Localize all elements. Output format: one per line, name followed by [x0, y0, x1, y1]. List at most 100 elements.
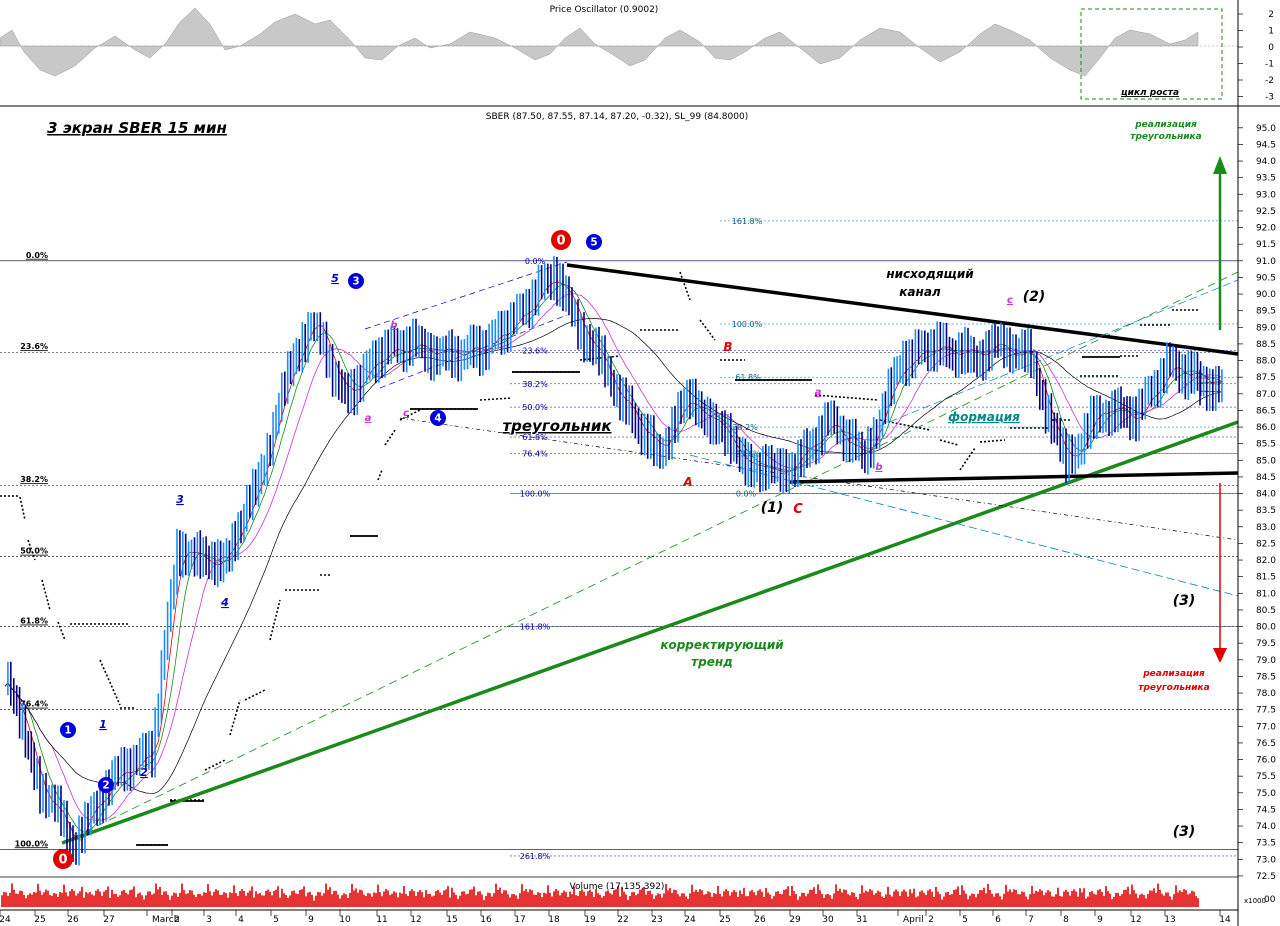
price-tick: 74.0 [1256, 822, 1276, 832]
price-tick: 87.0 [1256, 390, 1276, 400]
annotation-descending-channel-2: канал [899, 285, 941, 299]
price-tick: 77.0 [1256, 722, 1276, 732]
triangle-bottom-line [789, 471, 1239, 484]
right-fib-label: 61.8% [735, 373, 761, 382]
price-tick: 90.0 [1256, 290, 1276, 300]
annotation-realization-top: реализация [1134, 120, 1197, 130]
oscillator-area [0, 7, 1199, 77]
x-tick: 16 [480, 915, 492, 925]
stop-lines [0, 271, 1200, 846]
corrective-trendline [61, 420, 1239, 845]
price-tick: 83.0 [1256, 523, 1276, 533]
svg-text:3: 3 [352, 276, 359, 288]
svg-text:0: 0 [58, 853, 67, 868]
price-tick: 93.0 [1256, 190, 1276, 200]
price-tick: 85.5 [1256, 440, 1276, 450]
annotation-realization-bottom-2: треугольника [1138, 683, 1210, 693]
mid-fib-label: 0.0% [525, 257, 546, 266]
mid-fib-label: 261.8% [520, 852, 551, 861]
x-tick: 14 [1219, 915, 1231, 925]
left-fib-label: 38.2% [20, 475, 48, 484]
x-tick: 8 [1063, 915, 1069, 925]
volume-scale: x1000 [1244, 897, 1266, 905]
price-tick: 79.0 [1256, 656, 1276, 666]
annotation-wave-B: B [723, 340, 732, 354]
svg-text:1: 1 [64, 725, 71, 737]
osc-tick: 0 [1268, 43, 1274, 53]
price-tick: 90.5 [1256, 273, 1276, 283]
annotation-label-3a: (3) [1173, 593, 1196, 609]
price-tick: 81.0 [1256, 589, 1276, 599]
price-tick: 73.5 [1256, 839, 1276, 849]
volume-bars [1, 883, 1199, 907]
moving-average-line [4, 293, 1223, 821]
price-tick: 94.5 [1256, 140, 1276, 150]
right-fib-label: 0.0% [736, 490, 757, 499]
x-tick: April [903, 915, 924, 925]
annotation-wave-c1: c [403, 408, 409, 419]
price-tick: 74.5 [1256, 805, 1276, 815]
price-tick: 91.0 [1256, 257, 1276, 267]
x-tick: 10 [339, 915, 351, 925]
annotation-circle-1: 1 [60, 722, 76, 738]
price-tick: 84.5 [1256, 473, 1276, 483]
mid-fib-label: 50.0% [522, 403, 548, 412]
mid-fib-label: 23.6% [522, 347, 548, 356]
annotation-wave-b2: b [875, 462, 882, 473]
x-tick: 2 [928, 915, 934, 925]
moving-average-line [4, 318, 1222, 795]
svg-text:4: 4 [434, 413, 441, 425]
x-tick: 19 [584, 915, 596, 925]
osc-tick: -2 [1265, 76, 1274, 86]
x-tick: 4 [238, 915, 244, 925]
x-tick: 25 [34, 915, 45, 925]
price-tick: 79.5 [1256, 639, 1276, 649]
volume-panel: Volume (17,135,392) x1000 00 [0, 876, 1276, 907]
price-tick: 77.5 [1256, 706, 1276, 716]
osc-tick: 2 [1268, 10, 1274, 20]
x-tick: 26 [67, 915, 79, 925]
annotation-wave-a2: a [815, 387, 822, 398]
x-tick: 9 [308, 915, 314, 925]
annotation-corrective-trend-2: тренд [691, 655, 733, 669]
price-tick: 80.0 [1256, 623, 1276, 633]
right-fib-label: 100.0% [732, 320, 763, 329]
left-fib-label: 0.0% [26, 251, 48, 260]
price-tick: 92.5 [1256, 207, 1276, 217]
annotation-circle-2: 2 [98, 777, 114, 793]
annotation-corrective-trend: корректирующий [660, 638, 784, 652]
annotation-wave-4: 4 [220, 596, 229, 609]
annotation-label-2: (2) [1023, 289, 1046, 305]
x-tick: 24 [0, 915, 11, 925]
svg-text:0: 0 [556, 234, 565, 249]
annotation-formation: формация [948, 410, 1020, 424]
x-tick: 7 [1028, 915, 1034, 925]
x-tick: 13 [1164, 915, 1175, 925]
price-tick: 91.5 [1256, 240, 1276, 250]
x-tick: 15 [446, 915, 457, 925]
x-tick: 22 [617, 915, 628, 925]
price-tick: 80.5 [1256, 606, 1276, 616]
oscillator-axis: 2 1 0 -1 -2 -3 [1238, 10, 1274, 103]
cycle-label: цикл роста [1121, 88, 1179, 98]
osc-tick: 1 [1268, 27, 1274, 37]
price-tick: 75.5 [1256, 772, 1276, 782]
svg-text:5: 5 [590, 237, 597, 249]
annotation-circle-4: 4 [430, 410, 446, 426]
annotation-realization-bottom: реализация [1142, 669, 1205, 679]
x-tick: 31 [856, 915, 867, 925]
x-tick: 27 [103, 915, 114, 925]
x-tick: 11 [376, 915, 387, 925]
price-tick: 88.0 [1256, 357, 1276, 367]
svg-text:2: 2 [102, 780, 109, 792]
x-tick: 29 [789, 915, 801, 925]
volume-title: Volume (17,135,392) [570, 882, 665, 892]
price-tick: 84.0 [1256, 490, 1276, 500]
right-fib-label: 161.8% [732, 217, 763, 226]
price-bars [7, 256, 1223, 866]
price-tick: 89.0 [1256, 323, 1276, 333]
annotation-circle-0a: 0 [551, 230, 571, 250]
x-tick: 18 [548, 915, 560, 925]
